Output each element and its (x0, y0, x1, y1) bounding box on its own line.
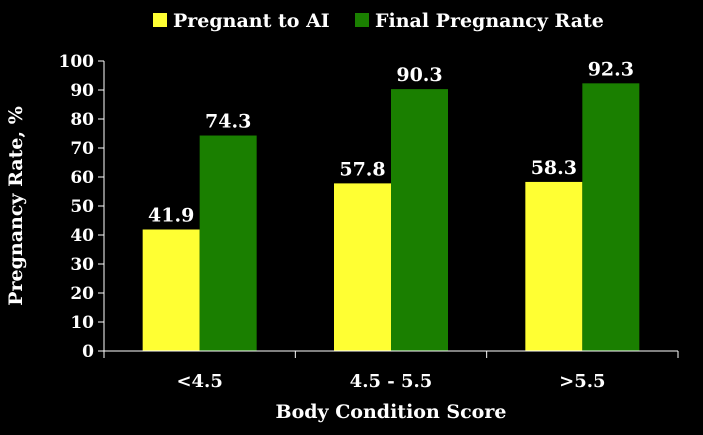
data-label-pregnant-to-ai-3: 58.3 (531, 157, 577, 179)
bars-group: 41.9 74.3 57.8 90.3 58.3 92.3 (142, 58, 640, 351)
y-tick-label-60: 60 (70, 168, 94, 188)
y-tick-label-10: 10 (70, 313, 94, 333)
y-tick-label-50: 50 (70, 197, 94, 217)
bar-pregnant-to-ai-2 (334, 183, 391, 351)
x-axis-title: Body Condition Score (276, 401, 507, 423)
bar-final-pregnancy-rate-2 (391, 89, 448, 351)
y-tick-label-20: 20 (70, 284, 94, 304)
legend-label-final-pregnancy-rate: Final Pregnancy Rate (375, 10, 604, 32)
data-label-final-pregnancy-rate-3: 92.3 (588, 58, 634, 80)
y-tick-label-90: 90 (70, 81, 94, 101)
x-tick-label-1: <4.5 (176, 371, 222, 392)
legend-swatch-pregnant-to-ai (153, 13, 167, 27)
data-label-final-pregnancy-rate-1: 74.3 (205, 111, 251, 133)
x-tick-label-3: >5.5 (559, 371, 605, 392)
legend-label-pregnant-to-ai: Pregnant to AI (173, 10, 330, 32)
y-axis-title: Pregnancy Rate, % (5, 106, 27, 306)
y-tick-label-80: 80 (70, 110, 94, 130)
y-tick-label-100: 100 (59, 52, 95, 72)
bar-final-pregnancy-rate-3 (582, 83, 640, 351)
x-tick-label-2: 4.5 - 5.5 (350, 371, 433, 392)
legend: Pregnant to AI Final Pregnancy Rate (153, 10, 604, 32)
bar-final-pregnancy-rate-1 (199, 135, 257, 351)
data-label-pregnant-to-ai-1: 41.9 (148, 204, 194, 226)
y-tick-label-0: 0 (82, 342, 94, 362)
bar-pregnant-to-ai-3 (525, 181, 583, 351)
y-tick-label-30: 30 (70, 255, 94, 275)
data-label-pregnant-to-ai-2: 57.8 (339, 158, 385, 180)
bar-pregnant-to-ai-1 (142, 229, 200, 351)
y-ticks-group: 0 10 20 30 40 50 60 70 80 90 100 (59, 52, 104, 362)
legend-swatch-final-pregnancy-rate (355, 13, 369, 27)
data-label-final-pregnancy-rate-2: 90.3 (396, 64, 442, 86)
x-ticks-group: <4.5 4.5 - 5.5 >5.5 (103, 351, 679, 392)
y-tick-label-40: 40 (70, 226, 94, 246)
y-tick-label-70: 70 (70, 139, 94, 159)
